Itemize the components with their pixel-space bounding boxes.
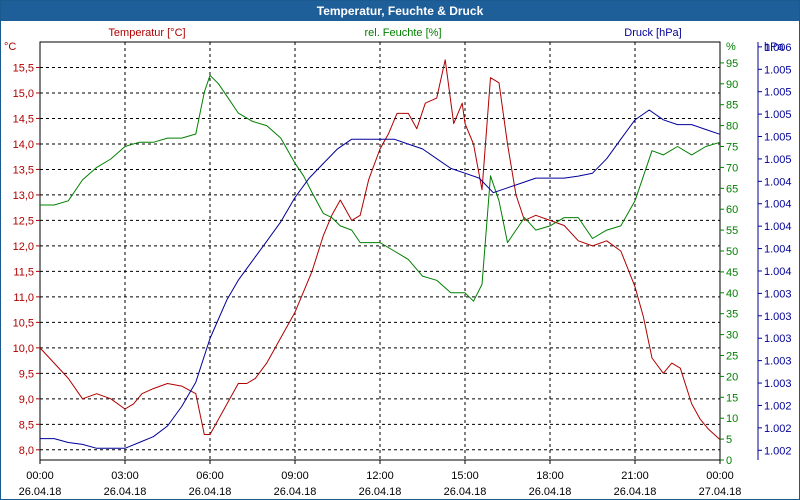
x-tick-time: 09:00 xyxy=(281,470,309,482)
temperature-tick-label: 12,5 xyxy=(13,215,34,227)
humidity-tick-label: 40 xyxy=(726,288,738,300)
pressure-tick-label: 1.003 xyxy=(764,356,792,368)
humidity-unit: % xyxy=(726,41,736,53)
pressure-tick-label: 1.005 xyxy=(764,87,792,99)
humidity-tick-label: 70 xyxy=(726,162,738,174)
humidity-tick-label: 25 xyxy=(726,351,738,363)
pressure-tick-label: 1.003 xyxy=(764,378,792,390)
humidity-tick-label: 60 xyxy=(726,204,738,216)
temperature-tick-label: 10,5 xyxy=(13,317,34,329)
humidity-tick-label: 85 xyxy=(726,100,738,112)
pressure-tick-label: 1.002 xyxy=(764,423,792,435)
temperature-axis: 8,0 8,5 9,0 9,5 10,0 10,5 11,0 11,5 12,0 12,5 13,0… xyxy=(13,62,40,457)
humidity-tick-label: 10 xyxy=(726,413,738,425)
pressure-tick-label: 1.004 xyxy=(764,266,792,278)
pressure-tick-label: 1.003 xyxy=(764,333,792,345)
temperature-unit: °C xyxy=(4,41,16,53)
temperature-tick-label: 8,0 xyxy=(19,445,34,457)
temperature-tick-label: 15,5 xyxy=(13,62,34,74)
x-tick-time: 18:00 xyxy=(536,470,564,482)
x-tick-time: 06:00 xyxy=(196,470,224,482)
temperature-tick-label: 10,0 xyxy=(13,343,34,355)
humidity-tick-label: 90 xyxy=(726,79,738,91)
temperature-label: Temperatur [°C] xyxy=(108,27,185,39)
x-tick-time: 00:00 xyxy=(706,470,734,482)
x-tick-time: 21:00 xyxy=(621,470,649,482)
humidity-tick-label: 50 xyxy=(726,246,738,258)
temperature-tick-label: 9,0 xyxy=(19,394,34,406)
grid xyxy=(40,42,720,460)
x-tick-time: 12:00 xyxy=(366,470,394,482)
pressure-tick-label: 1.005 xyxy=(764,132,792,144)
x-tick-date: 26.04.18 xyxy=(19,486,62,498)
humidity-tick-label: 30 xyxy=(726,330,738,342)
humidity-tick-label: 35 xyxy=(726,309,738,321)
x-tick-date: 26.04.18 xyxy=(104,486,147,498)
humidity-axis: 0 5 10 15 20 25 30 35 40 45 50 55 60 65 70 75 80 85 90 95 xyxy=(720,58,738,467)
pressure-tick-label: 1.004 xyxy=(764,176,792,188)
x-tick-date: 26.04.18 xyxy=(444,486,487,498)
humidity-tick-label: 0 xyxy=(726,455,732,467)
x-tick-time: 03:00 xyxy=(111,470,139,482)
humidity-series-line xyxy=(40,74,721,302)
pressure-tick-label: 1.002 xyxy=(764,400,792,412)
temperature-tick-label: 11,0 xyxy=(13,292,34,304)
pressure-axis: 1.002 1.002 1.002 1.003 1.003 1.003 1.003 1.003… xyxy=(757,42,792,460)
humidity-tick-label: 65 xyxy=(726,183,738,195)
humidity-tick-label: 20 xyxy=(726,371,738,383)
pressure-tick-label: 1.002 xyxy=(764,445,792,457)
pressure-tick-label: 1.004 xyxy=(764,244,792,256)
temperature-tick-label: 9,5 xyxy=(19,368,34,380)
x-tick-date: 27.04.18 xyxy=(699,486,742,498)
humidity-tick-label: 15 xyxy=(726,392,738,404)
temperature-tick-label: 13,5 xyxy=(13,164,34,176)
pressure-tick-label: 1.004 xyxy=(764,199,792,211)
humidity-tick-label: 80 xyxy=(726,121,738,133)
x-tick-date: 26.04.18 xyxy=(529,486,572,498)
humidity-tick-label: 45 xyxy=(726,267,738,279)
temperature-tick-label: 8,5 xyxy=(19,419,34,431)
humidity-tick-label: 95 xyxy=(726,58,738,70)
humidity-label: rel. Feuchte [%] xyxy=(364,27,441,39)
x-tick-time: 15:00 xyxy=(451,470,479,482)
x-tick-time: 00:00 xyxy=(26,470,54,482)
humidity-tick-label: 55 xyxy=(726,225,738,237)
x-tick-date: 26.04.18 xyxy=(189,486,232,498)
x-tick-date: 26.04.18 xyxy=(274,486,317,498)
time-axis: 00:00 26.04.18 03:00 26.04.18 06:00 26.04.18 0… xyxy=(19,460,742,498)
temperature-tick-label: 14,0 xyxy=(13,139,34,151)
pressure-tick-label: 1.005 xyxy=(764,109,792,121)
pressure-series-line xyxy=(40,109,721,449)
x-tick-date: 26.04.18 xyxy=(614,486,657,498)
humidity-tick-label: 5 xyxy=(726,434,732,446)
x-tick-date: 26.04.18 xyxy=(359,486,402,498)
pressure-tick-label: 1.006 xyxy=(764,42,792,54)
temperature-tick-label: 11,5 xyxy=(13,266,34,278)
pressure-tick-label: 1.003 xyxy=(764,288,792,300)
pressure-tick-label: 1.005 xyxy=(764,64,792,76)
pressure-tick-label: 1.004 xyxy=(764,221,792,233)
chart-title: Temperatur, Feuchte & Druck xyxy=(1,1,799,21)
humidity-tick-label: 75 xyxy=(726,142,738,154)
temperature-tick-label: 12,0 xyxy=(13,241,34,253)
temperature-tick-label: 15,0 xyxy=(13,88,34,100)
temperature-series-line xyxy=(39,59,721,440)
temperature-tick-label: 13,0 xyxy=(13,190,34,202)
pressure-label: Druck [hPa] xyxy=(624,27,681,39)
temperature-tick-label: 14,5 xyxy=(13,113,34,125)
pressure-unit: hPa xyxy=(764,41,784,53)
pressure-tick-label: 1.005 xyxy=(764,154,792,166)
pressure-tick-label: 1.003 xyxy=(764,311,792,323)
series-layer xyxy=(39,59,721,449)
